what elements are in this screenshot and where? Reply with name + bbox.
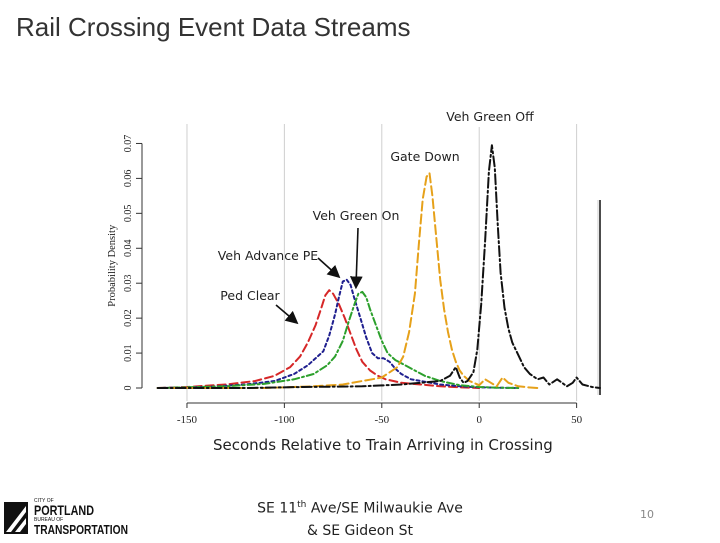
y-tick-label: 0.07 <box>123 135 134 153</box>
y-axis-title: Probability Density <box>107 224 118 307</box>
logo-graphic: CITY OF PORTLAND BUREAU OF TRANSPORTATIO… <box>4 498 128 537</box>
y-tick-label: 0.03 <box>123 274 134 292</box>
location-caption: SE 11th Ave/SE Milwaukie Ave & SE Gideon… <box>250 494 470 542</box>
annotation-label: Veh Advance PE <box>218 248 318 263</box>
series-line-2 <box>156 278 520 389</box>
location-line-1-sup: th <box>297 500 307 510</box>
logo-road-stripe-icon <box>6 506 26 532</box>
annotation-label: Gate Down <box>390 149 459 164</box>
annotation-label: Veh Green On <box>313 208 400 223</box>
x-tick-label: 50 <box>571 414 583 426</box>
series-line-1 <box>156 289 481 389</box>
y-tick-label: 0.06 <box>123 170 134 188</box>
slide-title: Rail Crossing Event Data Streams <box>16 12 411 42</box>
x-tick-label: -50 <box>374 414 389 426</box>
location-line-1-pre: SE 11 <box>257 500 298 517</box>
annotation-label: Ped Clear <box>220 288 280 303</box>
y-tick-label: 0.05 <box>123 205 134 223</box>
logo-bureau-of: BUREAU OF <box>34 517 63 523</box>
location-line-1: SE 11th Ave/SE Milwaukie Ave <box>250 494 470 520</box>
series-line-5 <box>156 144 601 389</box>
logo-road-stripe-2-icon <box>15 518 26 532</box>
series-line-4 <box>156 172 539 389</box>
y-tick-label: 0.04 <box>123 240 134 257</box>
y-tick-label: 0.01 <box>123 344 134 362</box>
series-lines <box>156 144 601 389</box>
annotation-background <box>438 107 542 127</box>
y-tick-label: 0.02 <box>123 309 134 327</box>
portland-transportation-logo: CITY OF PORTLAND BUREAU OF TRANSPORTATIO… <box>2 494 132 538</box>
axes: 0 0.01 0.02 0.03 0.04 0.05 0.06 0.07 Probability… <box>107 135 583 426</box>
chart-area: 0 0.01 0.02 0.03 0.04 0.05 0.06 0.07 Probability… <box>100 100 620 480</box>
page-number: 10 <box>640 508 654 521</box>
density-chart: 0 0.01 0.02 0.03 0.04 0.05 0.06 0.07 Probability… <box>107 107 601 426</box>
series-line-3 <box>156 290 520 389</box>
annotation-label: Veh Green Off <box>446 109 534 124</box>
annotations: Veh Green Off Gate Down Veh Green On Veh Ad… <box>218 107 542 325</box>
arrow-veh-green-on <box>349 227 363 290</box>
y-tick-label: 0 <box>123 386 134 391</box>
logo-city-of: CITY OF <box>34 498 54 504</box>
location-line-1-post: Ave/SE Milwaukie Ave <box>306 500 463 517</box>
location-line-2: & SE Gideon St <box>306 522 414 539</box>
logo-transportation: TRANSPORTATION <box>34 522 128 537</box>
x-tick-label: -100 <box>274 414 295 426</box>
x-tick-label: -150 <box>177 414 198 426</box>
x-axis-title: Seconds Relative to Train Arriving in Cr… <box>213 436 553 454</box>
arrow-ped-clear <box>275 304 299 325</box>
x-tick-label: 0 <box>476 414 482 426</box>
logo-mark-icon <box>4 502 28 534</box>
logo-portland: PORTLAND <box>34 502 94 518</box>
arrow-veh-advance-pe <box>317 257 341 279</box>
grid-lines <box>186 124 601 401</box>
